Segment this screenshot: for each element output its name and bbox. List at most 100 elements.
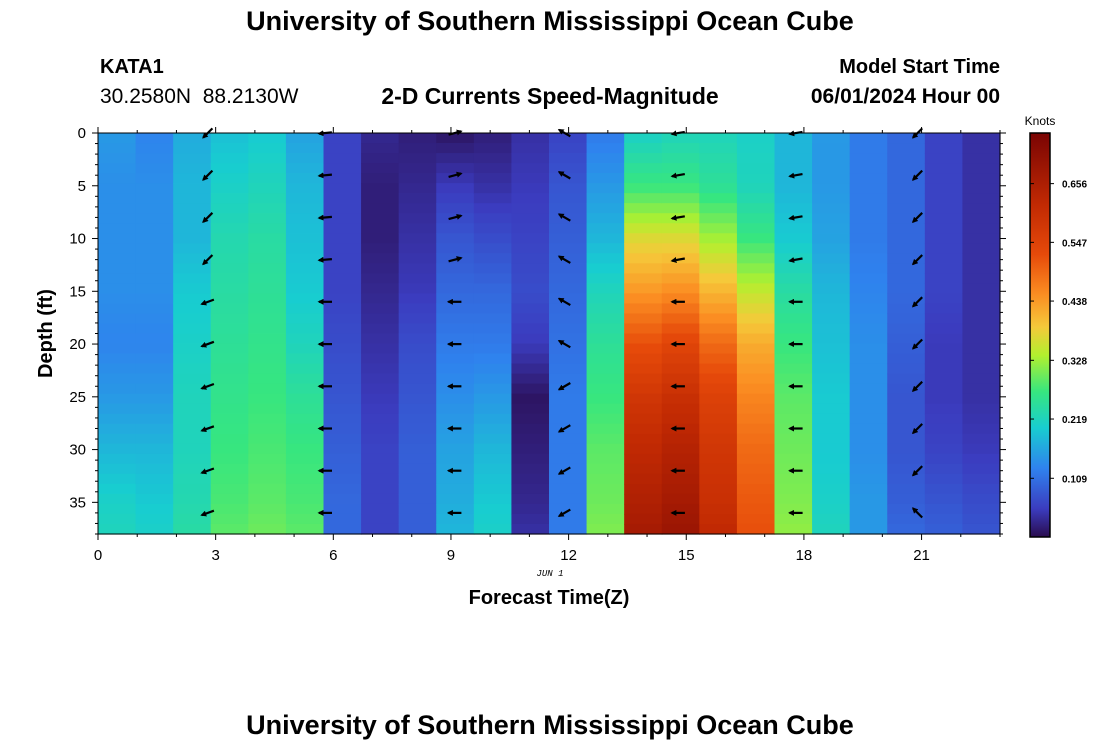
heatmap-cell <box>774 473 813 485</box>
heatmap-cell <box>736 403 776 415</box>
heatmap-cell <box>887 223 926 234</box>
heatmap-cell <box>774 453 813 465</box>
heatmap-cell <box>812 153 851 164</box>
heatmap-cell <box>699 393 738 405</box>
y-tick-label: 5 <box>78 178 86 195</box>
heatmap-cell <box>436 413 475 425</box>
heatmap-cell <box>586 173 625 184</box>
heatmap-cell <box>361 453 400 465</box>
heatmap-cell <box>887 493 926 505</box>
heatmap-cell <box>549 193 588 204</box>
heatmap-cell <box>887 433 926 445</box>
heatmap-cell <box>398 313 437 325</box>
heatmap-cell <box>736 353 776 365</box>
heatmap-cell <box>924 313 964 325</box>
heatmap-cell <box>248 433 287 445</box>
heatmap-cell <box>849 313 888 325</box>
x-tick-label: 6 <box>329 547 337 564</box>
heatmap-cell <box>661 163 700 174</box>
heatmap-cell <box>248 263 287 274</box>
current-vector-arrow <box>202 212 214 224</box>
heatmap-cell <box>361 143 400 154</box>
heatmap-cell <box>361 513 400 525</box>
heatmap-cell <box>210 173 249 184</box>
heatmap-cell <box>812 443 851 455</box>
heatmap-cell <box>210 273 249 284</box>
heatmap-cell <box>736 213 776 224</box>
heatmap-cell <box>812 273 851 284</box>
heatmap-cell <box>849 233 888 244</box>
heatmap-cell <box>210 413 249 425</box>
heatmap-cell <box>248 163 287 174</box>
heatmap-cell <box>549 323 588 335</box>
heatmap-cell <box>624 183 663 194</box>
heatmap-cell <box>436 433 475 445</box>
heatmap-cell <box>398 393 437 405</box>
heatmap-cell <box>323 373 362 385</box>
heatmap-cell <box>248 203 287 214</box>
heatmap-cell <box>849 363 888 375</box>
heatmap-cell <box>962 423 1001 435</box>
current-vector-arrow <box>911 380 923 392</box>
heatmap-cell <box>398 153 437 164</box>
heatmap-cell <box>962 273 1001 284</box>
heatmap-cell <box>248 373 287 385</box>
heatmap-cell <box>812 483 851 495</box>
heatmap-cell <box>736 173 776 184</box>
heatmap-cell <box>436 173 475 184</box>
heatmap-cell <box>699 173 738 184</box>
heatmap-cell <box>962 163 1001 174</box>
heatmap-cell <box>210 303 249 315</box>
heatmap-cell <box>887 403 926 415</box>
heatmap-cell <box>586 133 625 144</box>
heatmap-cell <box>887 143 926 154</box>
heatmap-cell <box>887 313 926 325</box>
heatmap-cell <box>774 263 813 274</box>
heatmap-cell <box>774 303 813 315</box>
heatmap-cell <box>924 333 964 345</box>
heatmap-cell <box>248 313 287 325</box>
heatmap-cell <box>736 523 776 535</box>
heatmap-cell <box>436 223 475 234</box>
heatmap-cell <box>624 463 663 475</box>
heatmap-cell <box>887 253 926 264</box>
heatmap-cell <box>285 473 325 485</box>
colorbar-bar <box>1029 132 1051 538</box>
heatmap-cell <box>774 503 813 515</box>
current-vector-arrow <box>557 297 571 307</box>
heatmap-cell <box>736 503 776 515</box>
heatmap-cell <box>135 153 174 164</box>
y-axis-label: Depth (ft) <box>35 289 57 378</box>
heatmap-cell <box>849 133 888 144</box>
heatmap-cell <box>661 203 700 214</box>
heatmap-cell <box>323 383 362 395</box>
heatmap-cell <box>323 403 362 415</box>
heatmap-cell <box>849 423 888 435</box>
heatmap-cell <box>511 313 550 325</box>
heatmap-cell <box>135 313 174 325</box>
heatmap-cell <box>473 133 513 144</box>
heatmap-cell <box>774 523 813 535</box>
heatmap-cell <box>248 473 287 485</box>
heatmap-cell <box>210 473 249 485</box>
heatmap-cell <box>473 213 513 224</box>
current-vector-arrow <box>557 339 571 349</box>
heatmap-cell <box>774 163 813 174</box>
heatmap-cell <box>624 153 663 164</box>
heatmap-cell <box>210 353 249 365</box>
heatmap-cell <box>549 163 588 174</box>
heatmap-cell <box>210 233 249 244</box>
heatmap-cell <box>924 193 964 204</box>
heatmap-cell <box>774 203 813 214</box>
current-vector-arrow <box>448 171 463 178</box>
heatmap-cell <box>398 343 437 355</box>
heatmap-cell <box>962 203 1001 214</box>
heatmap-cell <box>323 313 362 325</box>
heatmap-cell <box>586 263 625 274</box>
heatmap-cell <box>812 143 851 154</box>
heatmap-cell <box>98 403 137 415</box>
y-tick-label: 10 <box>69 231 86 248</box>
heatmap-cell <box>285 263 325 274</box>
heatmap-cell <box>135 183 174 194</box>
heatmap-cell <box>361 493 400 505</box>
